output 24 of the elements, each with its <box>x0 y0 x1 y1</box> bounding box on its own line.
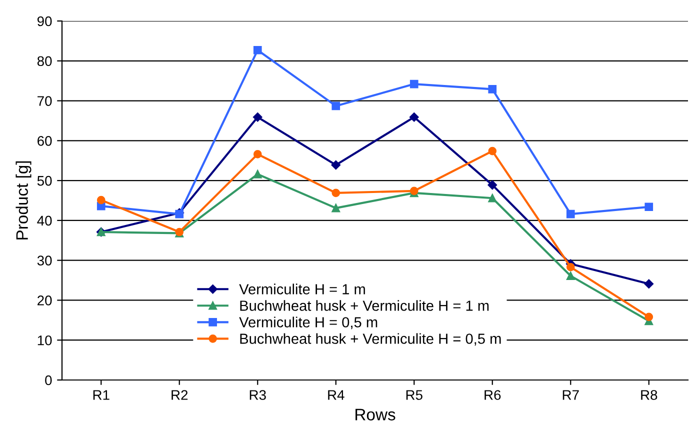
y-tick-label: 30 <box>37 256 52 266</box>
y-tick-label: 80 <box>37 56 52 66</box>
y-tick-label: 70 <box>38 96 52 106</box>
y-tick-label: 40 <box>37 216 52 226</box>
legend-label: Vermiculite H = 1 m <box>239 284 365 294</box>
y-axis-title: Product [g] <box>16 161 32 240</box>
y-tick-label: 90 <box>37 16 52 26</box>
legend-label: Buchwheat husk + Vermiculite H = 0,5 m <box>240 333 501 346</box>
x-tick-label: R7 <box>562 390 579 400</box>
x-tick-label: R1 <box>93 390 110 400</box>
legend-label: Buchwheat husk + Vermiculite H = 1 m <box>240 300 489 311</box>
y-tick-label: 50 <box>37 176 52 186</box>
y-tick-label: 60 <box>38 136 52 146</box>
x-tick-label: R2 <box>172 390 188 400</box>
x-tick-label: R5 <box>406 390 422 400</box>
y-tick-label: 0 <box>45 375 52 386</box>
x-tick-label: R6 <box>484 390 501 400</box>
x-tick-label: R8 <box>641 390 658 400</box>
x-tick-label: R4 <box>328 390 344 400</box>
y-tick-label: 20 <box>38 296 52 306</box>
x-tick-label: R3 <box>250 390 266 400</box>
x-axis-title: Rows <box>356 408 396 420</box>
y-tick-label: 10 <box>38 335 52 346</box>
legend-label: Vermiculite H = 0,5 m <box>239 316 378 330</box>
